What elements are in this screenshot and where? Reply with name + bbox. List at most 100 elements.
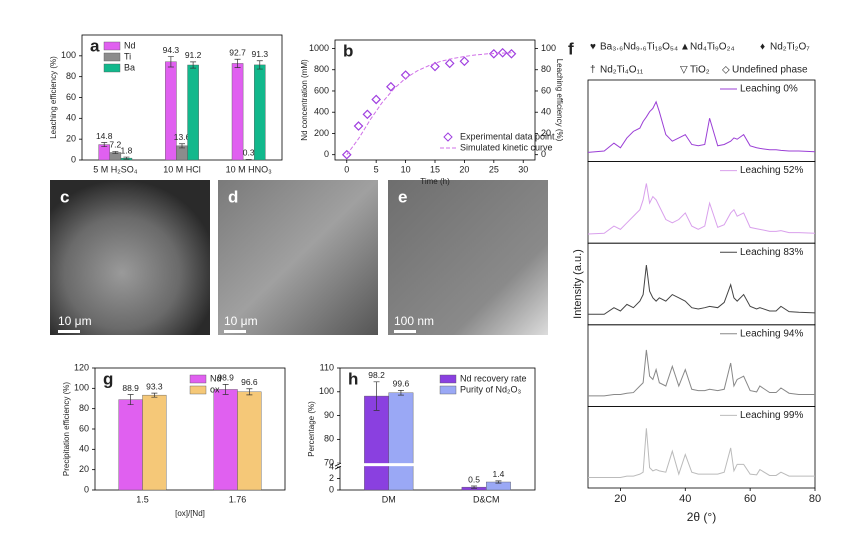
- xrd-pattern: [588, 349, 815, 397]
- phase-label: Nd₄Ti₉O₂₄: [690, 42, 735, 53]
- y-tick-label: 0: [541, 149, 546, 159]
- legend-swatch: [103, 41, 121, 51]
- legend-label: Experimental data point: [460, 131, 555, 141]
- y-tick-label: 1000: [309, 43, 329, 53]
- xrd-pattern: [588, 264, 816, 315]
- x-tick-label: 60: [744, 493, 756, 505]
- bar: [254, 64, 266, 161]
- x-tick-label: 5: [374, 164, 379, 174]
- data-label: 96.6: [241, 377, 258, 387]
- data-label: 0.5: [468, 474, 480, 484]
- y-tick-label: 20: [79, 464, 89, 474]
- pattern-label: Leaching 99%: [740, 410, 803, 421]
- y-tick-label: 200: [314, 128, 329, 138]
- y-tick-label: 80: [541, 64, 551, 74]
- x-tick-label: 20: [614, 493, 626, 505]
- y-tick-label: 70: [324, 458, 334, 468]
- bar: [231, 63, 244, 161]
- phase-symbol: ▽: [680, 65, 688, 76]
- phase-symbol: ♦: [760, 42, 765, 53]
- legend-swatch: [103, 52, 121, 62]
- y-tick-label: 100: [541, 43, 556, 53]
- legend-label: Nd recovery rate: [460, 373, 527, 383]
- error-bar: [495, 480, 502, 484]
- pattern-label: Leaching 83%: [740, 247, 803, 258]
- y-tick-label: 40: [79, 444, 89, 454]
- y-tick-label: 800: [314, 64, 329, 74]
- xrd-pattern: [588, 428, 815, 478]
- x-tick-label: 10: [401, 164, 411, 174]
- error-bar: [246, 388, 253, 396]
- legend-label: Nd: [124, 40, 136, 50]
- phase-symbol: ▲: [680, 42, 690, 53]
- y-tick-label: 90: [324, 410, 334, 420]
- x-tick-label: D&CM: [473, 494, 500, 504]
- y-tick-label: 0: [84, 484, 89, 494]
- scale-bar: [224, 330, 246, 333]
- phase-label: TiO₂: [690, 65, 710, 76]
- data-label: 93.3: [146, 381, 163, 391]
- data-label: 91.3: [252, 49, 269, 59]
- y-tick-label: 20: [66, 134, 76, 144]
- data-label: 91.2: [185, 50, 202, 60]
- y-tick-label: 100: [61, 50, 76, 60]
- scale-bar: [58, 330, 80, 333]
- pattern-label: Leaching 52%: [740, 165, 803, 176]
- axis-break-mark: [334, 462, 342, 470]
- data-point: [371, 94, 382, 105]
- axis-label: 2θ (°): [687, 510, 716, 524]
- x-tick-label: 10 M HCl: [163, 164, 201, 174]
- scale-label: 10 μm: [58, 314, 92, 328]
- error-bar: [151, 392, 158, 398]
- bar: [142, 394, 167, 491]
- data-point: [386, 81, 396, 92]
- error-bar: [167, 56, 174, 68]
- data-point: [353, 121, 364, 131]
- phase-label: Nd₂Ti₄O₁₁: [600, 65, 644, 76]
- error-bar: [397, 390, 404, 396]
- y-tick-label: 120: [74, 362, 89, 372]
- legend-swatch: [439, 374, 457, 384]
- y-tick-label: 80: [66, 71, 76, 81]
- y-tick-label: 40: [541, 107, 551, 117]
- x-tick-label: 1.5: [136, 494, 149, 504]
- x-tick-label: DM: [382, 494, 396, 504]
- y-tick-label: 60: [541, 85, 551, 95]
- data-point: [459, 56, 470, 67]
- bar: [118, 399, 143, 491]
- panel-letter: f: [568, 39, 574, 58]
- error-bar: [234, 58, 241, 68]
- phase-symbol: ◇: [722, 65, 730, 76]
- data-point: [362, 109, 373, 120]
- x-tick-label: 0: [344, 164, 349, 174]
- bar: [165, 61, 177, 161]
- error-bar: [373, 381, 380, 411]
- y-tick-label: 110: [320, 362, 334, 372]
- data-label: 1.8: [121, 145, 133, 155]
- error-bar: [112, 151, 119, 154]
- data-point: [506, 48, 517, 59]
- panel-letter: a: [90, 36, 100, 55]
- legend-swatch: [443, 132, 453, 142]
- data-label: 94.3: [163, 45, 180, 55]
- xrd-pattern: [587, 183, 816, 235]
- pattern-label: Leaching 94%: [740, 328, 803, 339]
- data-label: 98.9: [217, 373, 234, 383]
- axis-break: [336, 463, 534, 467]
- axis-label: Time (h): [420, 177, 450, 186]
- x-tick-label: 15: [430, 164, 440, 174]
- x-tick-label: 80: [809, 493, 821, 505]
- xrd-pattern: [587, 100, 816, 153]
- error-bar: [123, 156, 130, 160]
- y-tick-label: 80: [324, 434, 334, 444]
- error-bar: [256, 60, 263, 70]
- y-tick-label: 100: [319, 386, 334, 396]
- phase-label: Ba₃.₆Nd₉.₆Ti₁₈O₅₄: [600, 42, 678, 53]
- y-tick-label: 4: [329, 462, 334, 472]
- phase-label: Undefined phase: [732, 65, 808, 76]
- bar: [213, 389, 238, 491]
- y-tick-label: 100: [74, 383, 89, 393]
- legend-swatch: [103, 63, 121, 73]
- y-tick-label: 0: [329, 484, 334, 494]
- axis-label: Percentage (%): [307, 401, 316, 457]
